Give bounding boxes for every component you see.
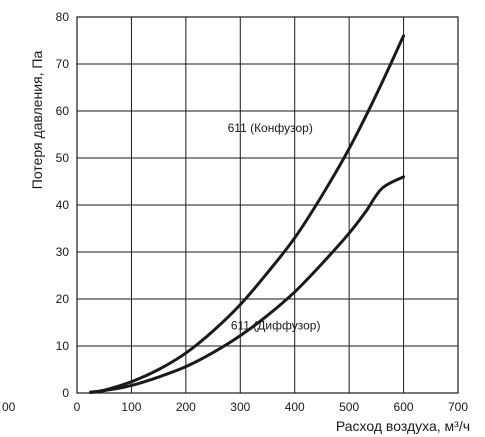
x-tick-label-500: 500 bbox=[339, 400, 359, 414]
y-tick-label-30: 30 bbox=[56, 245, 70, 259]
grid-lines bbox=[77, 17, 458, 393]
y-tick-label-20: 20 bbox=[56, 292, 70, 306]
x-axis-label: Расход воздуха, м³/ч bbox=[336, 418, 470, 434]
x-tick-label-0: 0 bbox=[74, 400, 81, 414]
annotation-2: 611 (Диффузор) bbox=[231, 319, 321, 333]
x-tick-label-700: 700 bbox=[448, 400, 468, 414]
x-tick-label-100: 100 bbox=[121, 400, 141, 414]
y-tick-label-80: 80 bbox=[56, 10, 70, 24]
y-axis-label: Потеря давления, Па bbox=[29, 51, 45, 190]
edge-tick-fragment: 00 bbox=[2, 400, 16, 414]
y-tick-label-0: 0 bbox=[62, 386, 69, 400]
series-line-2 bbox=[91, 177, 404, 393]
y-tick-label-50: 50 bbox=[56, 151, 70, 165]
x-axis-ticks: 0 100 200 300 400 500 600 700 bbox=[74, 400, 469, 414]
y-axis-ticks: 0 10 20 30 40 50 60 70 80 bbox=[56, 10, 70, 400]
x-tick-label-300: 300 bbox=[230, 400, 250, 414]
y-tick-label-10: 10 bbox=[56, 339, 70, 353]
y-tick-label-60: 60 bbox=[56, 104, 70, 118]
y-tick-label-40: 40 bbox=[56, 198, 70, 212]
annotation-1: 611 (Конфузор) bbox=[228, 121, 313, 135]
series-annotations: 611 (Конфузор) 611 (Диффузор) bbox=[228, 121, 321, 332]
x-tick-label-600: 600 bbox=[394, 400, 414, 414]
series-lines bbox=[91, 36, 404, 393]
x-tick-label-400: 400 bbox=[285, 400, 305, 414]
y-tick-label-70: 70 bbox=[56, 57, 70, 71]
x-tick-label-200: 200 bbox=[176, 400, 196, 414]
series-line-1 bbox=[91, 36, 404, 392]
